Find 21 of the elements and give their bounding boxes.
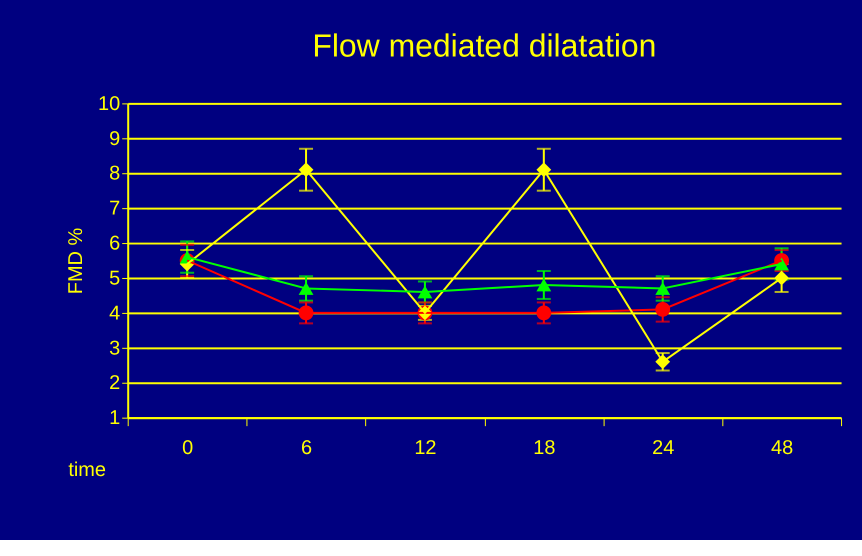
y-tick-label: 5	[109, 267, 120, 290]
x-tick-label: 12	[414, 437, 437, 460]
x-tick-label: 24	[652, 437, 674, 460]
x-tick-label: 0	[182, 437, 194, 460]
point	[774, 270, 789, 286]
y-tick-label: 9	[109, 128, 120, 150]
x-tick-label: 6	[300, 437, 312, 460]
x-tick-label: 48	[771, 437, 794, 460]
y-tick-label: 7	[109, 198, 120, 220]
y-tick-label: 1	[109, 407, 120, 430]
y-tick-label: 2	[109, 372, 120, 394]
x-axis-title: time	[68, 459, 106, 482]
y-tick-label: 3	[109, 337, 120, 360]
y-tick-label: 10	[98, 92, 120, 115]
y-axis-title: FMD %	[65, 228, 88, 294]
x-tick-label: 18	[533, 437, 556, 460]
y-tick-label: 4	[109, 302, 120, 324]
y-tick-label: 6	[109, 232, 120, 255]
y-tick-label: 8	[109, 162, 120, 185]
point	[774, 258, 789, 270]
chart-title: Flow mediated dilatation	[312, 27, 656, 64]
